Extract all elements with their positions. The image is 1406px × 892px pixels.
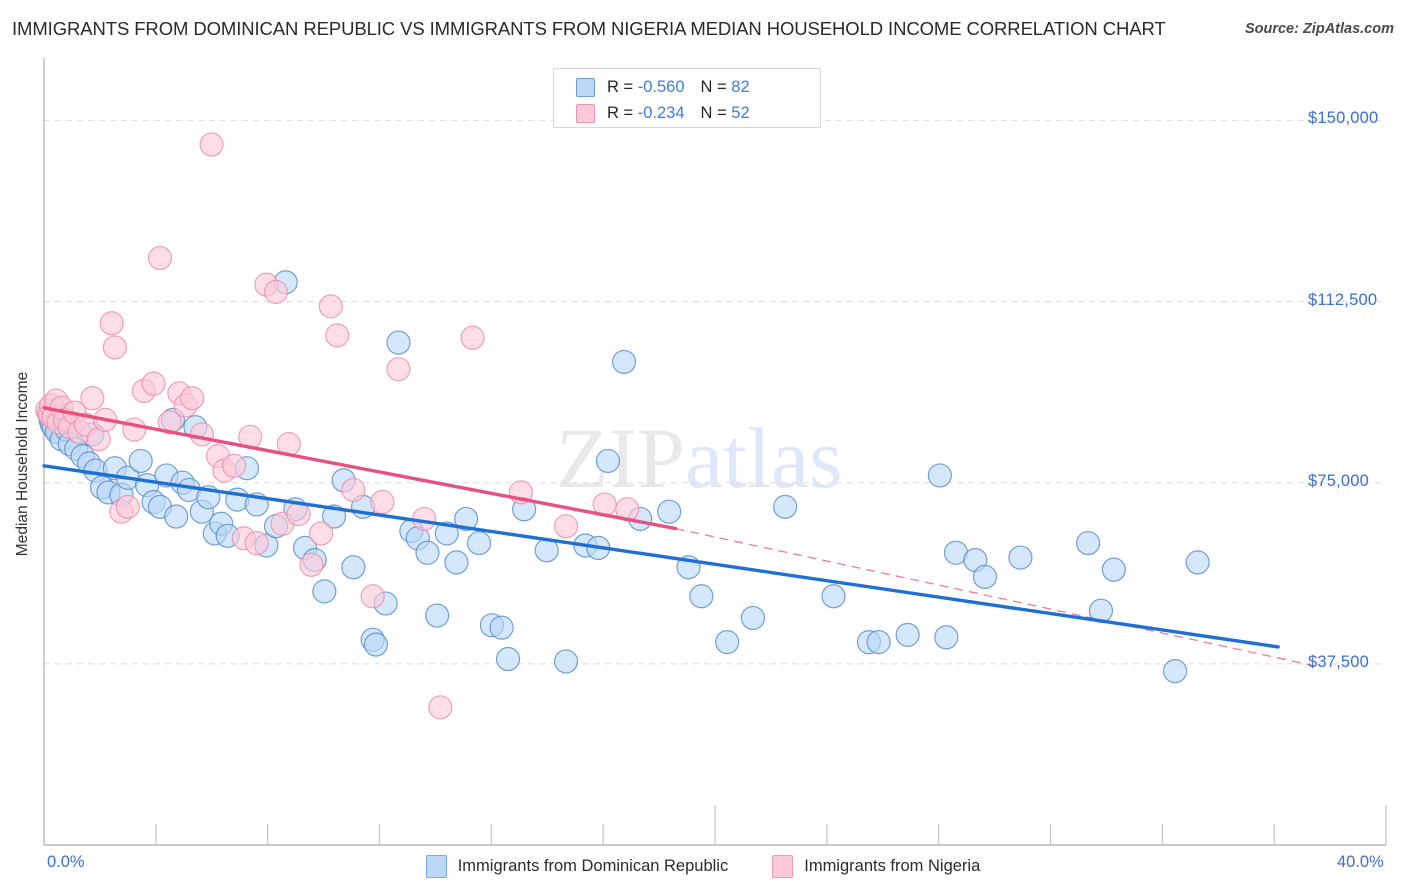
chart-header: IMMIGRANTS FROM DOMINICAN REPUBLIC VS IM…: [0, 0, 1406, 54]
scatter-point: [553, 514, 579, 539]
scatter-point: [363, 632, 389, 657]
scatter-point: [466, 530, 492, 556]
trend-line: [42, 464, 1280, 649]
scatter-point: [715, 630, 740, 655]
scatter-point: [934, 625, 959, 650]
scatter-point: [164, 504, 189, 529]
scatter-point: [263, 279, 289, 304]
scatter-point: [180, 386, 205, 411]
source-label: Source: ZipAtlas.com: [1244, 21, 1394, 37]
scatter-point: [99, 311, 124, 336]
scatter-point: [821, 584, 846, 609]
axis-ticks: [155, 805, 1387, 845]
legend-item-dominican-republic[interactable]: Immigrants from Dominican Republic: [425, 854, 729, 878]
y-axis-tick-label: $150,000: [1308, 109, 1379, 128]
scatter-point: [495, 646, 521, 672]
scatter-point: [895, 622, 920, 647]
scatter-point: [866, 630, 891, 655]
scatter-point: [189, 422, 214, 447]
scatter-point: [141, 371, 166, 396]
scatter-point: [454, 506, 479, 532]
scatter-point: [415, 540, 440, 565]
legend-swatch-dominican-republic: [576, 77, 595, 97]
scatter-point: [312, 579, 337, 604]
trend-lines: [42, 406, 1318, 667]
trend-line-extension: [675, 527, 1318, 667]
scatter-point: [147, 245, 173, 271]
scatter-point: [341, 477, 366, 503]
scatter-point: [434, 521, 459, 546]
scatter-point: [122, 417, 147, 442]
scatter-point: [309, 521, 334, 546]
correlation-legend-row: R = -0.560 N = 82: [554, 74, 820, 100]
y-axis-tick-label: $37,500: [1308, 652, 1370, 671]
scatter-point: [773, 494, 798, 519]
scatter-point: [444, 550, 469, 575]
x-axis-min-label: 0.0%: [47, 853, 85, 871]
x-axis-max-label: 40.0%: [1337, 853, 1384, 871]
scatter-point: [386, 357, 411, 382]
y-axis-title: Median Household Income: [14, 371, 31, 557]
scatter-point: [299, 552, 324, 577]
scatter-point: [489, 615, 514, 640]
legend-swatch-nigeria: [576, 103, 595, 123]
scatter-point: [222, 453, 247, 478]
scatter-point: [1075, 530, 1101, 556]
scatter-point: [689, 584, 714, 609]
scatter-point: [157, 410, 182, 435]
scatter-point: [425, 603, 450, 628]
scatter-point: [115, 494, 140, 519]
correlation-stats-nigeria: R = -0.234 N = 52: [607, 103, 750, 122]
y-axis-tick-label: $75,000: [1308, 471, 1370, 490]
y-axis-tick-label: $112,500: [1308, 290, 1378, 309]
scatter-point: [102, 335, 128, 360]
legend-item-nigeria[interactable]: Immigrants from Nigeria: [772, 854, 981, 878]
legend-label-dominican-republic: Immigrants from Dominican Republic: [457, 856, 729, 875]
scatter-point: [1162, 658, 1188, 684]
scatter-point: [1008, 545, 1033, 570]
scatter-point: [128, 448, 153, 474]
scatter-point: [972, 564, 998, 589]
scatter-point: [325, 323, 350, 348]
scatter-point: [460, 325, 485, 350]
series-legend: Immigrants from Dominican Republic Immig…: [0, 849, 1406, 883]
scatter-point: [1185, 550, 1210, 575]
scatter-point: [927, 463, 952, 488]
trend-line: [42, 406, 678, 531]
scatter-point: [199, 132, 224, 157]
scatter-point: [386, 330, 411, 355]
scatter-points: [35, 132, 1210, 720]
legend-label-nigeria: Immigrants from Nigeria: [804, 856, 981, 875]
scatter-point: [360, 584, 385, 609]
scatter-point: [740, 605, 766, 631]
scatter-point: [341, 555, 366, 580]
correlation-stats-dominican-republic: R = -0.560 N = 82: [607, 77, 750, 96]
scatter-point: [553, 649, 579, 674]
axis-lines: [43, 58, 1386, 846]
page-title: IMMIGRANTS FROM DOMINICAN REPUBLIC VS IM…: [12, 18, 1166, 39]
scatter-point: [370, 489, 395, 515]
correlation-legend-row: R = -0.234 N = 52: [554, 100, 820, 126]
scatter-point: [318, 294, 343, 319]
scatter-point: [244, 530, 269, 556]
scatter-point: [611, 349, 637, 375]
scatter-point: [657, 499, 682, 524]
correlation-legend: R = -0.560 N = 82 R = -0.234 N = 52: [553, 68, 821, 128]
legend-swatch-dominican-republic: [425, 854, 447, 878]
legend-swatch-nigeria: [772, 854, 794, 878]
gridlines: [44, 119, 1386, 665]
scatter-point: [80, 386, 105, 411]
scatter-point: [428, 695, 453, 720]
scatter-point: [595, 448, 621, 474]
scatter-point: [1101, 557, 1126, 582]
